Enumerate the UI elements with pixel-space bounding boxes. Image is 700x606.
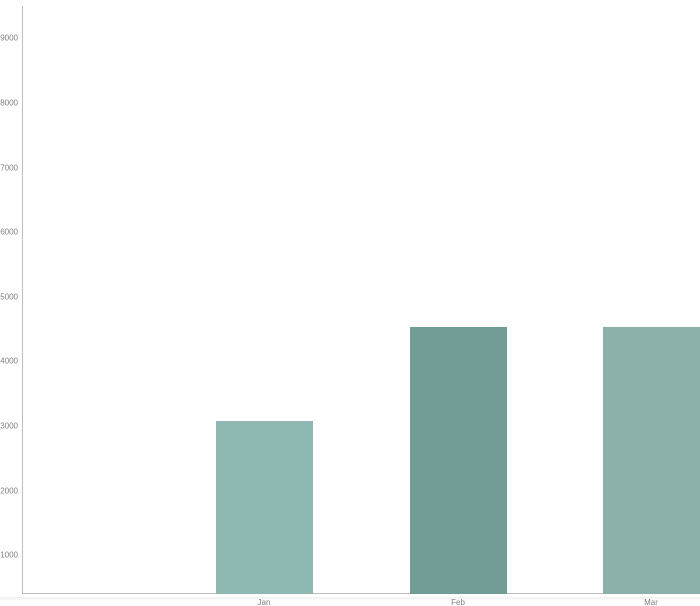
plot-area [22, 6, 700, 594]
x-tick-label: Feb [451, 598, 465, 606]
y-tick-label: 9000 [0, 34, 18, 43]
bar-mar [603, 327, 700, 595]
y-tick-label: 4000 [0, 357, 18, 366]
y-tick-label: 2000 [0, 486, 18, 495]
y-tick-label: 3000 [0, 422, 18, 431]
bar-jan [216, 421, 313, 594]
x-tick-label: Jan [258, 598, 271, 606]
x-tick-label: Mar [644, 598, 658, 606]
y-tick-label: 1000 [0, 551, 18, 560]
bar-chart: 1000 2000 3000 4000 5000 6000 7000 8000 9000 Jan F… [0, 0, 700, 606]
y-tick-label: 6000 [0, 228, 18, 237]
y-tick-label: 5000 [0, 292, 18, 301]
y-axis-line [22, 6, 23, 594]
x-axis-line [22, 593, 700, 594]
y-tick-label: 8000 [0, 98, 18, 107]
bottom-shadow [0, 597, 700, 601]
bar-feb [410, 327, 507, 595]
y-tick-label: 7000 [0, 163, 18, 172]
